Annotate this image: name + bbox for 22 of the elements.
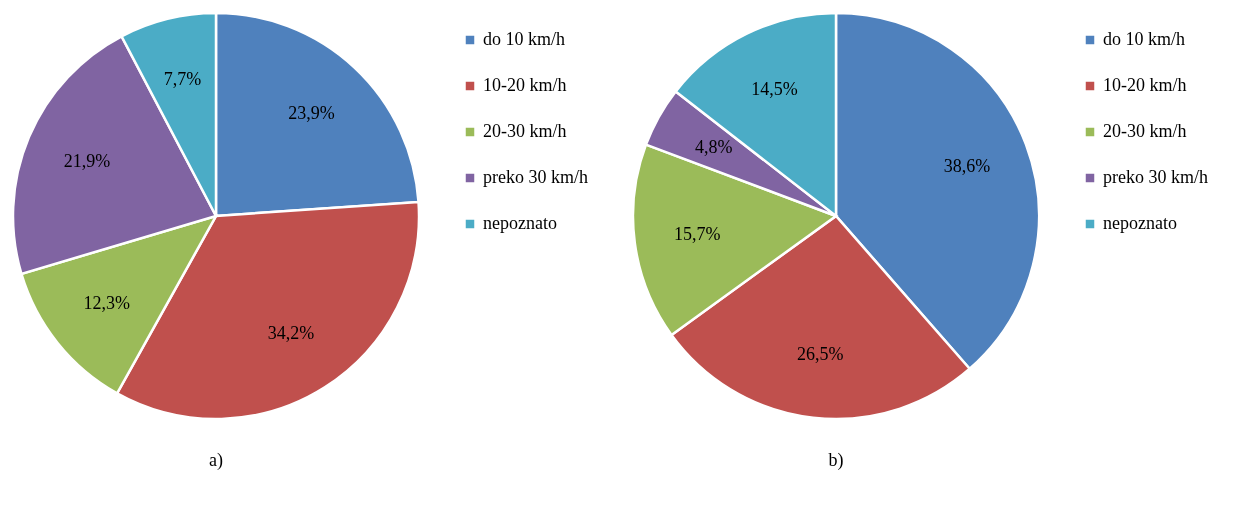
data-label: 34,2% [267,323,315,344]
legend-label: 20-30 km/h [1103,121,1187,141]
legend-label: 20-30 km/h [483,121,567,141]
legend-label: nepoznato [1103,213,1177,233]
data-label: 7,7% [163,69,202,90]
data-label: 12,3% [83,292,130,313]
data-label: 14,5% [751,79,798,100]
text: b) [828,450,844,471]
legend-label: preko 30 km/h [1103,167,1208,187]
legend-label: nepoznato [483,213,557,233]
data-label: 23,9% [288,102,335,123]
data-label: 21,9% [63,150,111,171]
data-label: 4,8% [695,136,733,157]
legend-label: 10-20 km/h [483,75,567,95]
text: a) [209,450,223,471]
legend-label: do 10 km/h [483,29,566,49]
legend-label: 10-20 km/h [1103,75,1187,95]
data-label: 26,5% [796,344,844,365]
legend-label: preko 30 km/h [483,167,588,187]
legend-label: do 10 km/h [1103,29,1186,49]
data-label: 38,6% [943,155,991,176]
data-label: 15,7% [673,223,721,244]
